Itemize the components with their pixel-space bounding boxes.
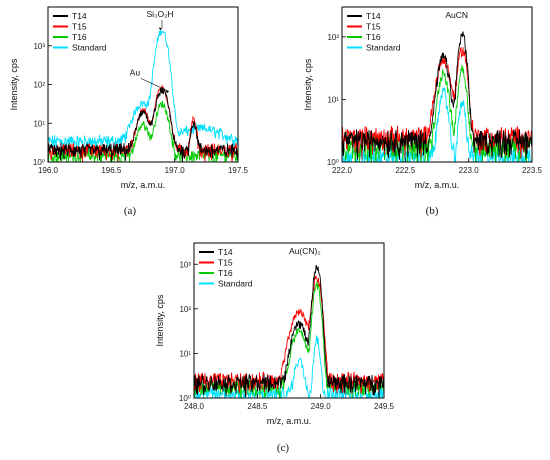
y-tick-label: 10⁰: [33, 158, 45, 167]
x-tick-label: 222.0: [332, 166, 353, 175]
annotation-label: Si₃O₂H: [146, 9, 173, 19]
legend-label-t14: T14: [72, 11, 87, 21]
x-tick-label: 223.0: [459, 166, 480, 175]
legend-label-t15: T15: [218, 258, 233, 268]
x-tick-label: 223.5: [522, 166, 543, 175]
legend-label-t14: T14: [218, 247, 233, 257]
legend-label-standard: Standard: [366, 43, 401, 53]
arrowhead-icon: [159, 27, 162, 31]
x-tick-label: 248.0: [184, 402, 205, 411]
y-tick-label: 10⁰: [179, 394, 191, 403]
x-tick-label: 196.0: [38, 166, 59, 175]
legend-label-standard: Standard: [218, 279, 253, 289]
panel-caption: (b): [426, 205, 439, 217]
series-line-standard: [342, 87, 532, 162]
legend-label-t16: T16: [72, 32, 87, 42]
x-tick-label: 197.0: [165, 166, 186, 175]
y-axis-label: Intensity, cps: [303, 58, 313, 110]
legend-label-t16: T16: [366, 32, 381, 42]
y-tick-label: 10²: [327, 33, 339, 42]
panel-caption: (a): [124, 205, 137, 217]
y-tick-label: 10¹: [327, 95, 339, 104]
series-line-t14: [342, 31, 532, 162]
y-tick-label: 10¹: [33, 119, 45, 128]
y-axis-label: Intensity, cps: [9, 58, 19, 110]
plot-frame: [193, 242, 385, 399]
chart-panel-1: 196.0 196.5 197.0 197.5 10⁰ 10¹ 10² 10³ m/z, a.m…: [9, 6, 249, 217]
panel-caption: (c): [277, 442, 290, 454]
annotation-label: AuCN: [445, 10, 468, 20]
legend-label-t16: T16: [218, 268, 233, 278]
x-tick-label: 249.5: [374, 402, 395, 411]
series-group: [342, 31, 532, 162]
y-tick-label: 10²: [179, 305, 191, 314]
series-group: [194, 265, 384, 398]
y-tick-label: 10³: [33, 42, 45, 51]
x-axis-label: m/z, a.m.u.: [267, 416, 312, 426]
chart-panel-2: 222.0 222.5 223.0 223.5 10⁰ 10¹ 10² m/z, a.m.u.…: [303, 6, 543, 217]
x-tick-label: 222.5: [395, 166, 416, 175]
legend-label-t15: T15: [366, 22, 381, 32]
x-axis-label: m/z, a.m.u.: [121, 180, 166, 190]
legend-label-t15: T15: [72, 22, 87, 32]
series-line-standard: [48, 29, 238, 153]
chart-panel-3: 248.0 248.5 249.0 249.5 10⁰ 10¹ 10² 10³ m/z, a.m…: [155, 242, 395, 454]
x-tick-label: 196.5: [101, 166, 122, 175]
plot-frame: [341, 6, 533, 163]
series-group: [48, 29, 238, 162]
series-line-t14: [48, 87, 238, 162]
legend-label-standard: Standard: [72, 43, 107, 53]
y-axis-label: Intensity, cps: [155, 294, 165, 346]
x-tick-label: 197.5: [228, 166, 249, 175]
y-tick-label: 10¹: [179, 349, 191, 358]
x-tick-label: 249.0: [311, 402, 332, 411]
legend-label-t14: T14: [366, 11, 381, 21]
y-tick-label: 10³: [179, 260, 191, 269]
y-tick-label: 10²: [33, 81, 45, 90]
series-line-t14: [194, 265, 384, 398]
annotation-arrow: [140, 78, 169, 92]
y-tick-label: 10⁰: [327, 158, 339, 167]
arrowhead-icon: [165, 90, 169, 94]
annotation-label: Au: [130, 67, 141, 77]
x-axis-label: m/z, a.m.u.: [415, 180, 460, 190]
x-tick-label: 248.5: [247, 402, 268, 411]
annotation-label: Au(CN)₂: [289, 246, 321, 256]
